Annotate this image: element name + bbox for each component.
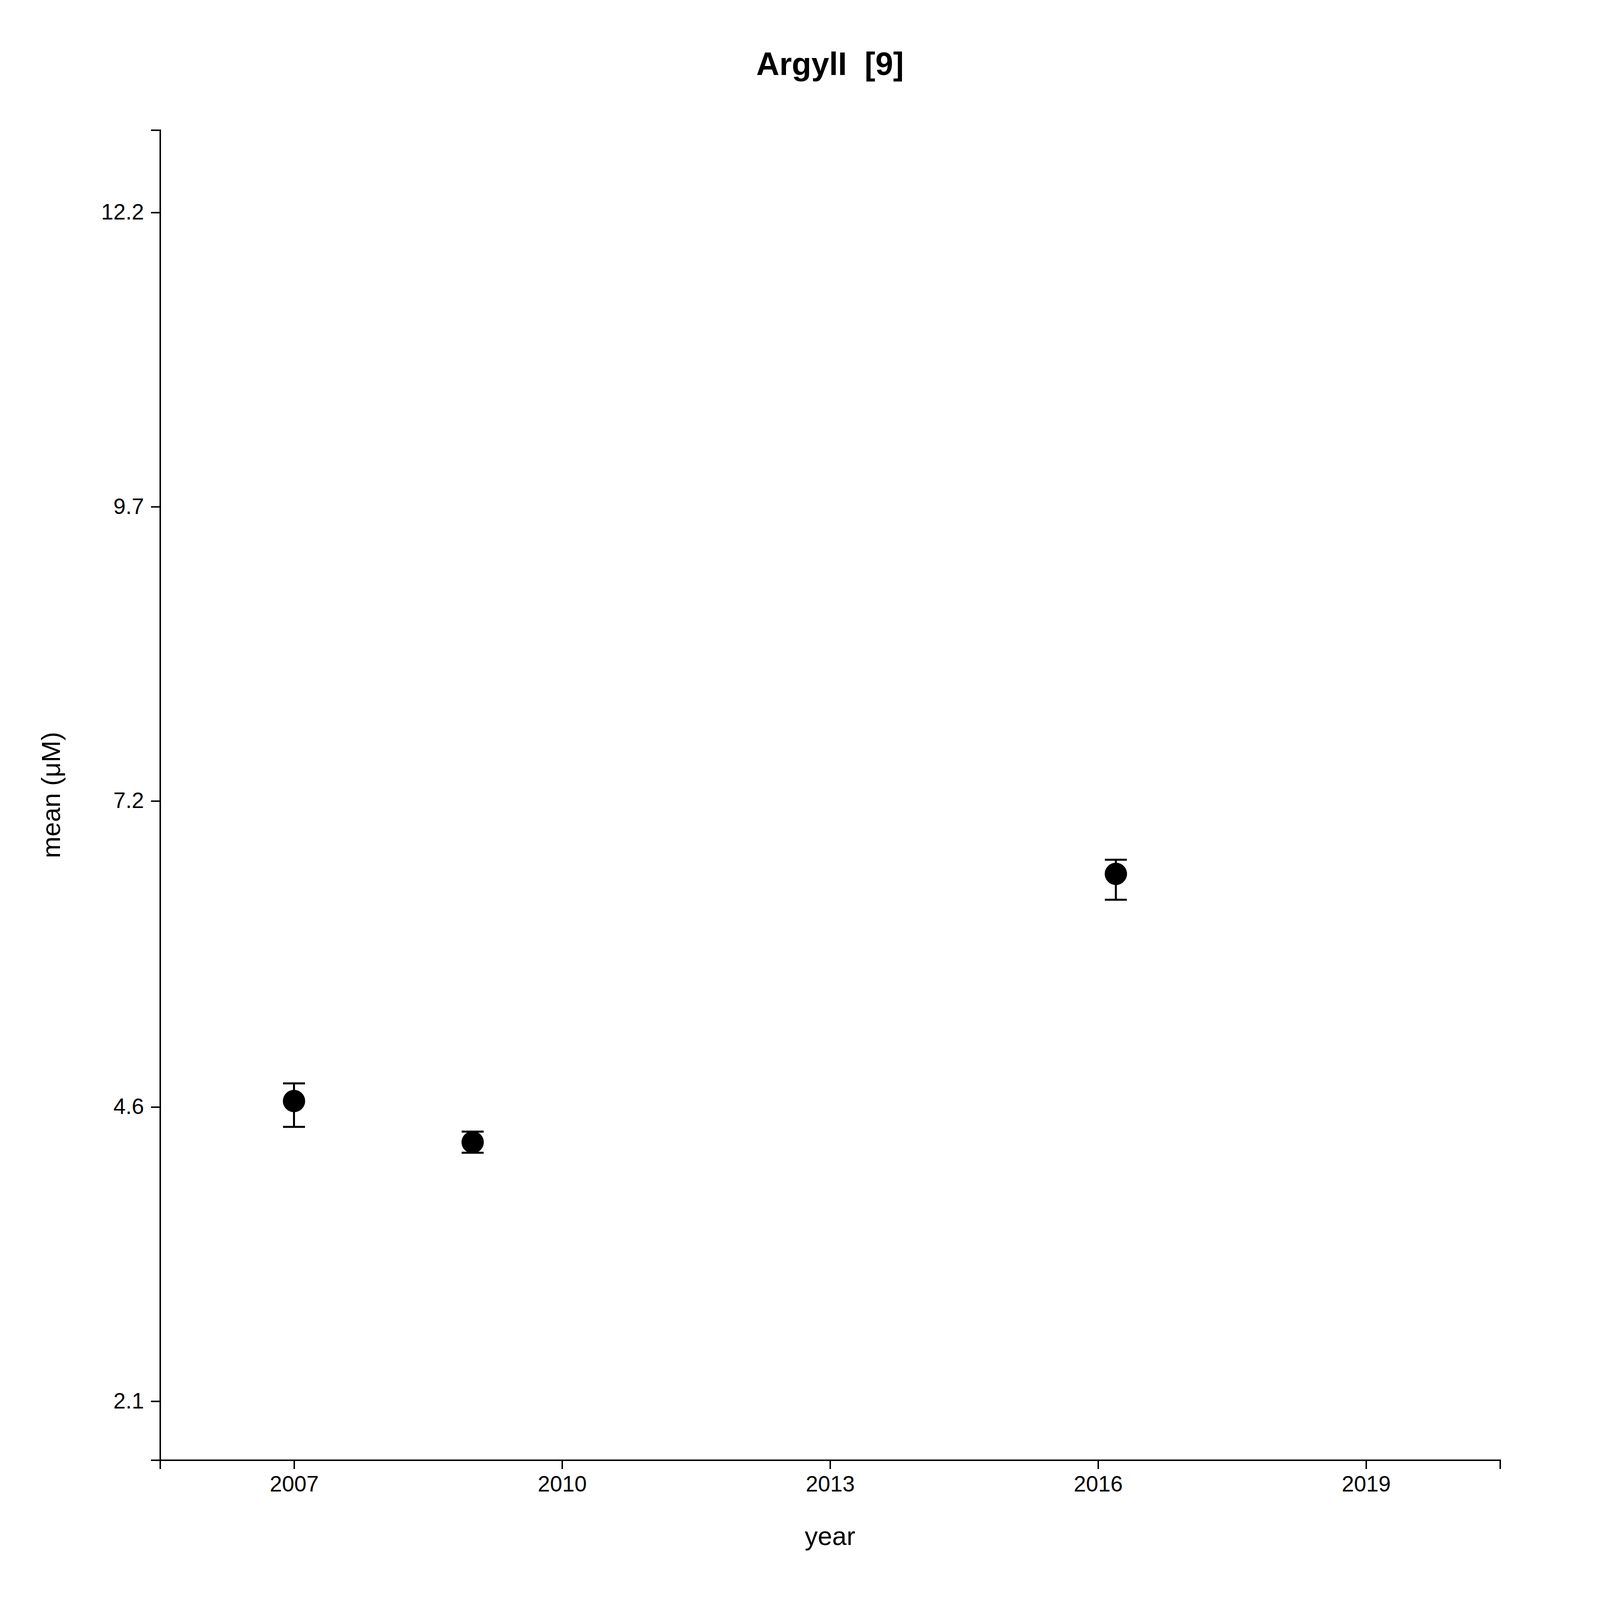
x-tick: 2019 xyxy=(1342,1460,1391,1496)
y-tick: 2.1 xyxy=(113,1388,160,1413)
y-tick-mark xyxy=(151,506,160,508)
x-tick-label: 2016 xyxy=(1074,1471,1123,1496)
x-tick-mark xyxy=(561,1460,563,1469)
error-bar xyxy=(461,1131,484,1153)
x-tick-label: 2013 xyxy=(806,1471,855,1496)
point xyxy=(461,1131,484,1154)
y-tick-mark xyxy=(151,212,160,214)
x-tick: 2013 xyxy=(806,1460,855,1496)
y-tick: 4.6 xyxy=(113,1094,160,1119)
x-tick-mark xyxy=(1097,1460,1099,1469)
y-axis: 2.1 4.6 7.2 9.7 12.2 xyxy=(101,130,160,1461)
x-tick: 2010 xyxy=(538,1460,587,1496)
y-tick-label: 2.1 xyxy=(113,1388,144,1413)
x-tick-mark xyxy=(293,1460,295,1469)
y-tick-mark xyxy=(151,1400,160,1402)
point xyxy=(283,1090,305,1112)
x-tick-mark xyxy=(1365,1460,1367,1469)
plot-area: 2007 2010 2013 2016 2019 2.1 4.6 7.2 9.7 12.2 xyxy=(101,130,1500,1497)
x-axis-line xyxy=(160,1460,1501,1470)
x-tick-label: 2019 xyxy=(1342,1471,1391,1496)
error-cap-lower xyxy=(1105,899,1127,901)
y-tick: 9.7 xyxy=(113,494,160,519)
y-axis-title: mean (μM) xyxy=(36,732,66,858)
y-tick-mark xyxy=(151,800,160,802)
error-cap-upper xyxy=(1105,858,1127,861)
point xyxy=(1105,863,1127,885)
y-tick-mark xyxy=(151,1106,160,1108)
x-tick: 2007 xyxy=(270,1460,319,1496)
marks xyxy=(283,859,1127,1153)
y-tick-label: 7.2 xyxy=(113,788,144,813)
error-cap-lower xyxy=(283,1126,305,1128)
y-tick: 12.2 xyxy=(101,199,160,224)
chart-svg: 2007 2010 2013 2016 2019 2.1 4.6 7.2 9.7 12.2 Argy… xyxy=(0,0,1600,1600)
x-tick-label: 2010 xyxy=(538,1471,587,1496)
y-tick-label: 9.7 xyxy=(113,494,144,519)
x-tick-label: 2007 xyxy=(270,1471,319,1496)
y-axis-line xyxy=(151,130,161,1461)
error-cap-upper xyxy=(283,1082,305,1085)
x-axis-title: year xyxy=(804,1521,855,1551)
x-tick: 2016 xyxy=(1074,1460,1123,1496)
y-tick: 7.2 xyxy=(113,788,160,813)
x-tick-mark xyxy=(829,1460,831,1469)
x-axis: 2007 2010 2013 2016 2019 xyxy=(160,1460,1501,1496)
y-tick-label: 4.6 xyxy=(113,1094,144,1119)
error-bar xyxy=(283,1083,305,1127)
y-tick-label: 12.2 xyxy=(101,199,144,224)
error-bar xyxy=(1105,859,1127,900)
chart-title: ArgylI [9] xyxy=(756,46,904,82)
